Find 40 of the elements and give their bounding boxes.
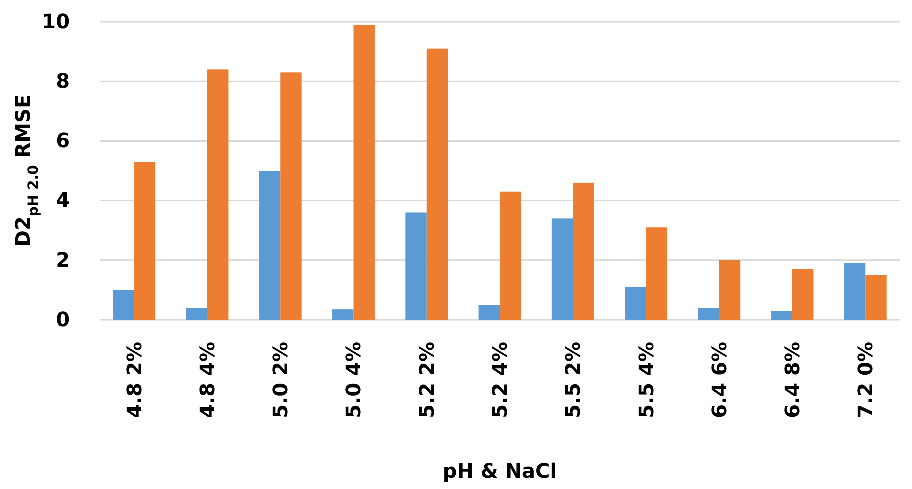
bar xyxy=(792,269,814,320)
x-tick-label: 4.8 2% xyxy=(122,342,146,418)
bar xyxy=(719,260,741,320)
bar xyxy=(478,305,500,320)
y-tick-label: 0 xyxy=(56,307,70,332)
y-tick-label: 8 xyxy=(56,69,70,93)
bar xyxy=(186,308,208,320)
bar xyxy=(698,308,720,320)
y-tick-label: 6 xyxy=(56,128,70,153)
y-tick-label: 4 xyxy=(56,188,70,212)
x-tick-label: 5.5 2% xyxy=(561,342,586,418)
bar xyxy=(207,70,229,320)
x-tick-label: 5.0 4% xyxy=(342,342,366,418)
x-axis-title: pH & NaCl xyxy=(442,459,558,483)
y-tick-label: 10 xyxy=(42,9,70,34)
x-tick-label: 5.2 2% xyxy=(414,342,439,418)
x-tick-label: 6.4 8% xyxy=(780,342,805,418)
bar xyxy=(771,311,793,320)
bar xyxy=(426,48,448,320)
x-tick-label: 6.4 6% xyxy=(707,342,732,418)
y-tick-label: 2 xyxy=(56,248,70,272)
bar xyxy=(552,218,574,320)
bar xyxy=(573,182,594,320)
bar xyxy=(500,192,522,320)
x-tick-label: 5.2 4% xyxy=(488,342,512,418)
bar xyxy=(646,228,668,320)
bar xyxy=(134,162,156,320)
bar xyxy=(406,212,427,320)
bar xyxy=(625,287,646,320)
bar xyxy=(354,24,375,320)
bar xyxy=(280,72,302,320)
bar xyxy=(332,310,354,320)
bar xyxy=(259,171,281,320)
x-tick-label: 4.8 4% xyxy=(195,342,220,418)
x-tick-label: 7.2 0% xyxy=(854,342,878,418)
bar xyxy=(866,275,887,320)
bar xyxy=(844,263,866,320)
x-tick-label: 5.5 4% xyxy=(634,342,658,418)
bar xyxy=(113,290,134,320)
x-tick-label: 5.0 2% xyxy=(268,342,293,418)
